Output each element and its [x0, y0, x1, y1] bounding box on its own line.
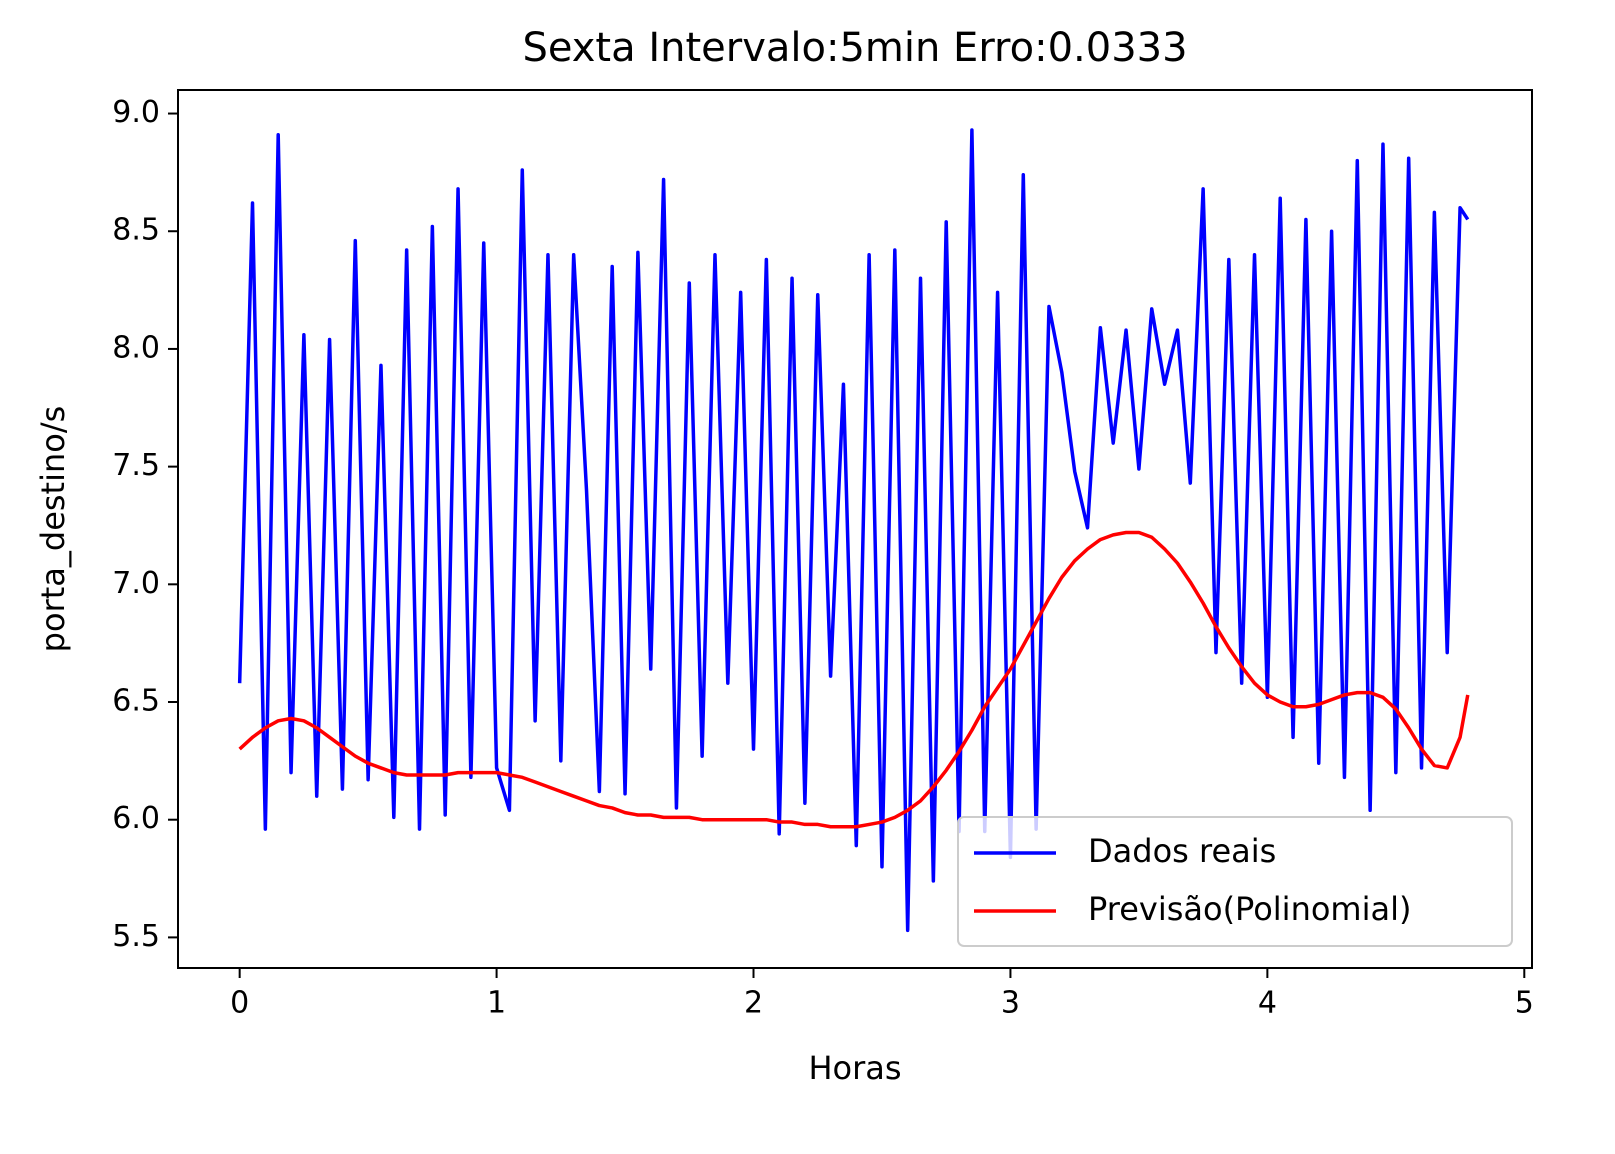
y-tick-label: 7.0	[112, 566, 160, 601]
x-tick-label: 5	[1515, 986, 1534, 1021]
legend-label: Previsão(Polinomial)	[1088, 890, 1411, 928]
data-line	[238, 530, 1470, 829]
y-tick-label: 6.5	[112, 684, 160, 719]
y-tick-label: 8.5	[112, 213, 160, 248]
x-tick-label: 2	[744, 986, 763, 1021]
y-tick-label: 6.0	[112, 801, 160, 836]
y-tick-label: 9.0	[112, 95, 160, 130]
chart-title: Sexta Intervalo:5min Erro:0.0333	[522, 25, 1187, 71]
legend-box	[957, 816, 1513, 947]
y-tick-label: 7.5	[112, 448, 160, 483]
legend-label: Dados reais	[1088, 832, 1276, 870]
x-axis-label: Horas	[808, 1049, 901, 1087]
y-tick-label: 5.5	[112, 919, 160, 954]
x-tick-label: 0	[230, 986, 249, 1021]
plot-frame	[177, 89, 1533, 969]
data-line	[237, 128, 1470, 933]
x-tick-label: 4	[1258, 986, 1277, 1021]
x-tick-label: 1	[487, 986, 506, 1021]
y-axis-label: porta_destino/s	[34, 406, 72, 653]
y-tick-label: 8.0	[112, 330, 160, 365]
x-tick-label: 3	[1001, 986, 1020, 1021]
